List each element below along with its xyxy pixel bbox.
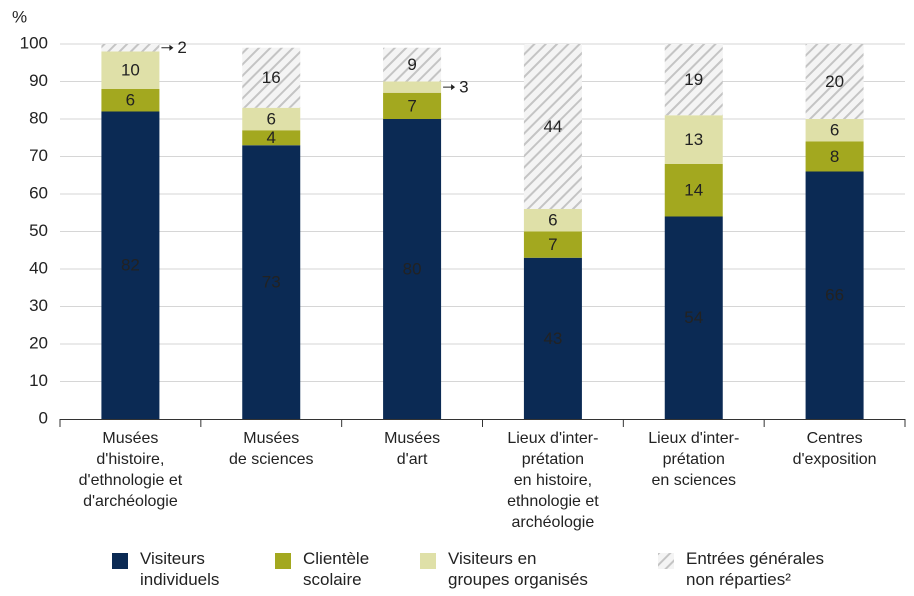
legend-label: Clientèle scolaire <box>303 549 370 589</box>
bar-segment <box>523 209 582 232</box>
legend-swatch <box>658 553 674 569</box>
bar-segment <box>101 44 160 52</box>
data-label: 2 <box>177 38 186 57</box>
data-label: 7 <box>548 235 557 254</box>
data-label: 80 <box>403 259 422 278</box>
data-label: 10 <box>121 61 140 80</box>
data-label: 44 <box>543 117 562 136</box>
data-label: 6 <box>126 91 135 110</box>
bar-segment <box>242 107 301 131</box>
x-tick-label: Musées d'histoire, d'ethnologie et d'arc… <box>78 430 183 510</box>
data-label: 6 <box>548 211 557 230</box>
x-tick-label: Lieux d'inter- prétation en sciences <box>648 430 740 489</box>
data-label: 66 <box>825 286 844 305</box>
data-label: 13 <box>684 130 703 149</box>
bar-segment <box>101 111 160 419</box>
data-label: 20 <box>825 72 844 91</box>
legend-label: Visiteurs individuels <box>140 549 220 589</box>
bar-segment <box>383 81 442 93</box>
legend-label: Entrées générales non réparties² <box>686 549 824 589</box>
data-label: 19 <box>684 70 703 89</box>
data-label: 82 <box>121 256 140 275</box>
label-arrowhead <box>169 44 174 51</box>
bar-segment <box>664 216 723 419</box>
y-tick-label: 30 <box>29 296 48 315</box>
bar-segment <box>242 47 301 108</box>
bar-segment <box>664 115 723 164</box>
data-label: 54 <box>684 308 703 327</box>
data-label: 7 <box>407 96 416 115</box>
y-tick-label: 60 <box>29 183 48 202</box>
bar-segment <box>383 92 442 119</box>
y-tick-label: 20 <box>29 333 48 352</box>
x-tick-label: Musées de sciences <box>229 430 314 468</box>
data-label: 16 <box>262 68 281 87</box>
data-label: 14 <box>684 181 703 200</box>
bar-segment <box>242 130 301 146</box>
data-label: 73 <box>262 273 281 292</box>
bar-segment <box>805 171 864 419</box>
bar-segment <box>523 257 582 419</box>
bar-segment <box>664 164 723 217</box>
bar-segment <box>242 145 301 419</box>
bar-segment <box>805 141 864 172</box>
x-tick-label: Lieux d'inter- prétation en histoire, et… <box>507 430 599 531</box>
data-label: 3 <box>459 78 468 97</box>
y-tick-label: 100 <box>20 33 48 52</box>
data-label: 9 <box>407 55 416 74</box>
bar-segment <box>383 47 442 82</box>
y-tick-label: 50 <box>29 221 48 240</box>
legend-swatch <box>112 553 128 569</box>
bar-segment <box>101 51 160 89</box>
data-label: 6 <box>267 109 276 128</box>
y-tick-label: 10 <box>29 371 48 390</box>
bar-segment <box>523 231 582 258</box>
y-tick-label: 0 <box>39 408 48 427</box>
x-tick-label: Musées d'art <box>384 430 441 468</box>
bar-segment <box>805 119 864 142</box>
legend-label: Visiteurs en groupes organisés <box>448 549 588 589</box>
data-label: 8 <box>830 147 839 166</box>
y-tick-label: 40 <box>29 258 48 277</box>
legend-swatch <box>420 553 436 569</box>
data-label: 6 <box>830 121 839 140</box>
y-axis-unit: % <box>12 7 27 26</box>
bar-segment <box>383 119 442 419</box>
bar-segment <box>101 89 160 112</box>
y-tick-label: 80 <box>29 108 48 127</box>
bar-segment <box>805 44 864 119</box>
legend-swatch <box>275 553 291 569</box>
x-tick-label: Centres d'exposition <box>792 430 877 468</box>
data-label: 43 <box>543 329 562 348</box>
y-tick-label: 90 <box>29 71 48 90</box>
data-label: 4 <box>267 128 276 147</box>
bar-segment <box>523 44 582 209</box>
bar-segment <box>664 44 723 116</box>
label-arrowhead <box>451 84 456 91</box>
y-tick-label: 70 <box>29 146 48 165</box>
